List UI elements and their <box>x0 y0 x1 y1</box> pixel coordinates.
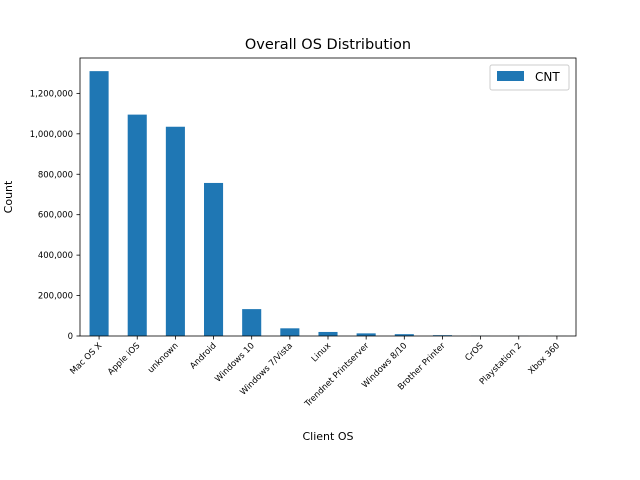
x-axis-label: Client OS <box>303 430 354 443</box>
bar-6 <box>318 331 338 336</box>
bars-group <box>89 71 567 337</box>
y-tick-label-3: 600,000 <box>38 211 73 221</box>
bar-0 <box>89 71 109 336</box>
bar-8 <box>394 334 414 336</box>
y-tick-label-1: 200,000 <box>38 292 73 302</box>
plot-frame <box>79 57 577 337</box>
y-tick-label-4: 800,000 <box>38 170 73 180</box>
chart-title: Overall OS Distribution <box>245 37 411 53</box>
bar-1 <box>127 114 147 337</box>
y-axis: 0 200,000 400,000 600,000 800,000 1,000,000 1,… <box>30 89 80 342</box>
bar-2 <box>165 126 185 336</box>
bar-7 <box>356 333 376 336</box>
legend-swatch <box>497 71 524 81</box>
y-tick-label-2: 400,000 <box>38 251 73 261</box>
y-tick-label-6: 1,200,000 <box>30 89 73 99</box>
bar-3 <box>204 182 224 336</box>
bar-5 <box>280 328 300 336</box>
y-axis-label: Count <box>2 180 15 213</box>
y-tick-label-5: 1,000,000 <box>30 130 73 140</box>
bar-4 <box>242 309 262 336</box>
legend-label: CNT <box>535 70 560 84</box>
legend: CNT <box>489 64 570 91</box>
bar-9 <box>432 335 452 336</box>
y-tick-label-0: 0 <box>68 332 73 342</box>
